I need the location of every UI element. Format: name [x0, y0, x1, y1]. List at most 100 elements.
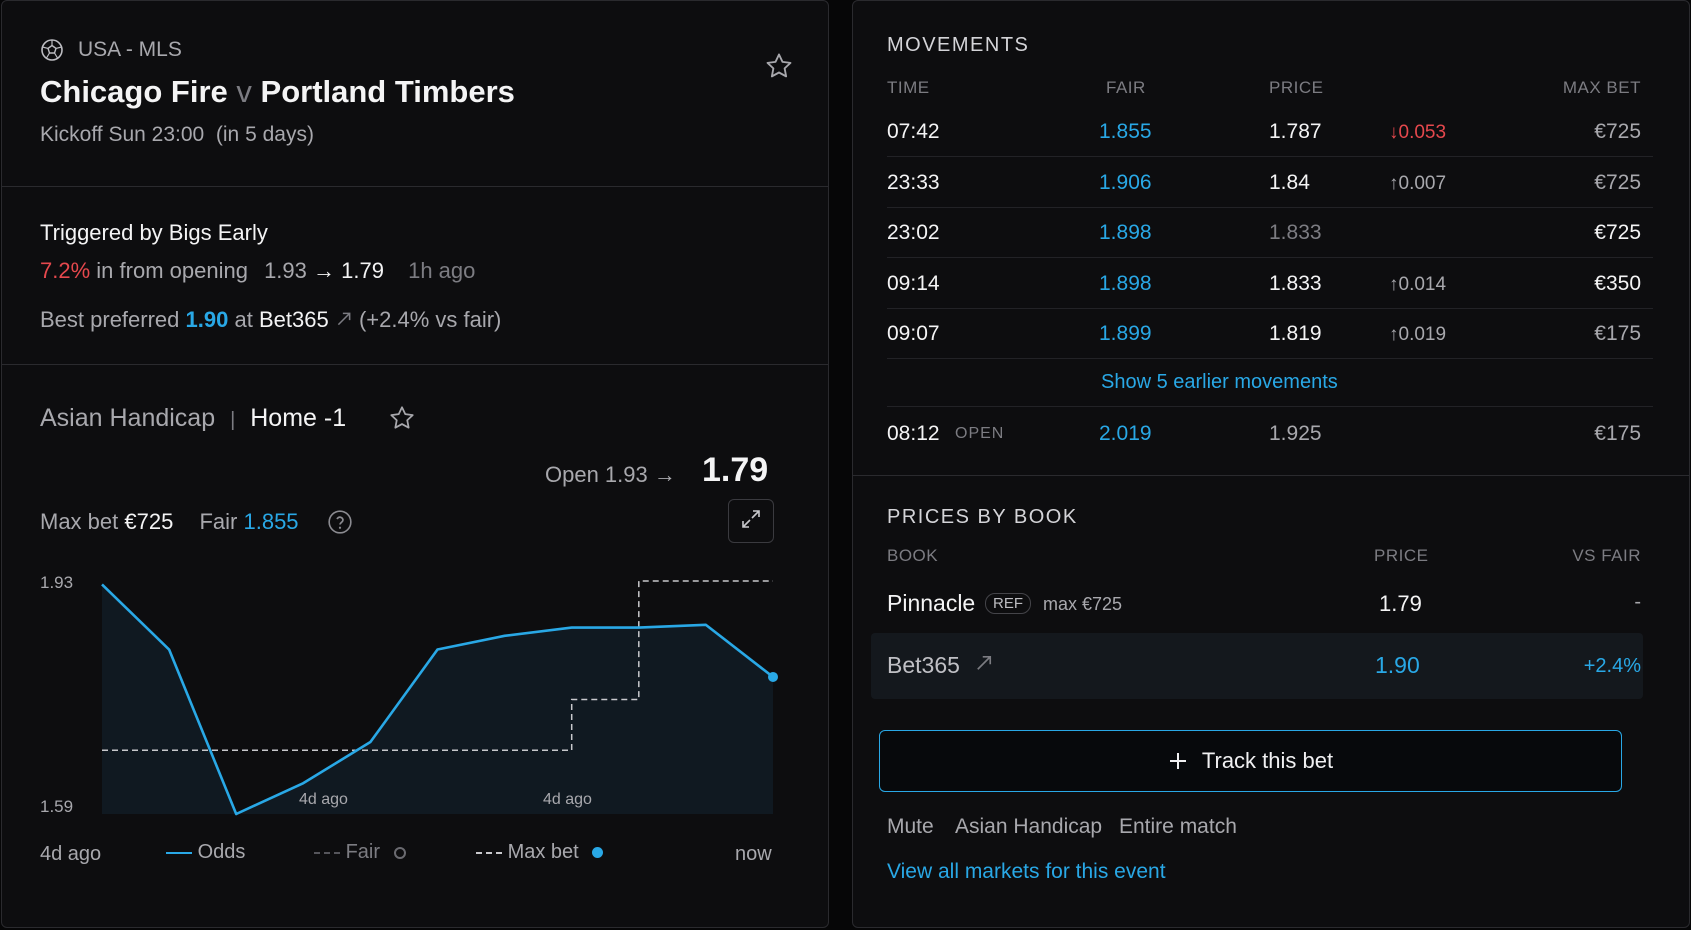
y-tick-label: 1.59 — [40, 797, 74, 816]
fair-value: 1.855 — [243, 509, 299, 534]
mute-label: Mute — [887, 815, 934, 838]
max-fair-line: Max bet €725 Fair 1.855 — [40, 509, 299, 535]
mute-match-button[interactable]: Entire match — [1119, 815, 1237, 838]
market-star-icon[interactable] — [388, 404, 416, 437]
fair-label: Fair — [199, 509, 238, 534]
divider — [2, 186, 828, 187]
book-name[interactable]: Bet365 — [887, 652, 960, 678]
max-bet-line — [102, 580, 773, 752]
trigger-movement: 7.2% in from opening 1.93 → 1.79 1h ago — [40, 258, 475, 284]
row-divider — [887, 156, 1653, 157]
x-tick-label: 4d ago — [543, 791, 592, 808]
col-header-vs-fair: VS FAIR — [1572, 546, 1641, 565]
trigger-title: Triggered by Bigs Early — [40, 220, 268, 245]
col-header-price: PRICE — [1269, 78, 1324, 97]
books-title: PRICES BY BOOK — [887, 506, 1078, 528]
best-book-link[interactable]: Bet365 — [258, 307, 329, 332]
track-bet-label: Track this bet — [1201, 748, 1334, 773]
movement-time: 23:02 — [887, 221, 940, 244]
book-price: 1.79 — [1379, 591, 1422, 616]
open-time: 08:12 — [887, 422, 940, 445]
book-row-bet365[interactable] — [871, 633, 1643, 699]
legend-fair-label: Fair — [345, 841, 381, 863]
league-label: USA - MLS — [78, 38, 182, 61]
movement-time: 09:14 — [887, 271, 940, 295]
ref-badge: REF — [985, 593, 1031, 614]
plus-icon — [1168, 751, 1188, 771]
movement-change: ↑0.019 — [1389, 324, 1447, 345]
movement-price: 1.84 — [1269, 170, 1310, 194]
market-name: Asian Handicap — [40, 404, 216, 432]
best-vs-fair: (+2.4% vs fair) — [358, 307, 502, 332]
open-tag: OPEN — [955, 425, 1005, 442]
external-link-icon[interactable] — [335, 308, 353, 334]
kickoff-text: Kickoff Sun 23:00 (in 5 days) — [40, 123, 314, 146]
best-price: 1.90 — [185, 307, 229, 332]
movement-price: 1.833 — [1269, 221, 1322, 244]
row-divider — [887, 307, 1653, 309]
event-panel: USA - MLS Chicago Fire v Portland Timber… — [1, 0, 829, 928]
row-divider — [887, 206, 1653, 208]
open-max-bet: €175 — [1594, 422, 1641, 445]
expand-chart-button[interactable] — [728, 499, 774, 543]
mute-market-button[interactable]: Asian Handicap — [955, 815, 1103, 838]
divider — [853, 475, 1689, 476]
trigger-pct-text: in from opening — [96, 258, 248, 283]
versus-separator: v — [236, 74, 252, 109]
view-all-markets-link[interactable]: View all markets for this event — [887, 860, 1166, 883]
odds-current-point — [768, 671, 778, 682]
x-tick-label: 4d ago — [299, 791, 348, 808]
soccer-ball-icon — [40, 38, 64, 67]
favorite-star-icon[interactable] — [764, 51, 794, 86]
show-earlier-link[interactable]: Show 5 earlier movements — [1101, 371, 1338, 393]
odds-line — [101, 583, 774, 816]
trigger-percent: 7.2% — [40, 258, 91, 283]
movement-max-bet: €175 — [1594, 322, 1641, 345]
row-divider — [887, 406, 1653, 407]
odds-area — [102, 584, 773, 814]
open-fair: 2.019 — [1099, 422, 1152, 445]
x-end-label: now — [735, 843, 772, 865]
movements-panel: MOVEMENTS TIME FAIR PRICE MAX BET 07:42 1… — [852, 0, 1690, 928]
trigger-open-price: 1.93 — [264, 258, 307, 283]
movement-fair: 1.899 — [1099, 322, 1152, 345]
col-header-book-price: PRICE — [1374, 546, 1429, 565]
legend-max-bet-label: Max bet — [507, 841, 579, 863]
track-bet-button[interactable]: Track this bet — [879, 730, 1622, 792]
y-tick-label: 1.93 — [40, 573, 74, 592]
open-price: 1.925 — [1269, 422, 1322, 445]
away-team: Portland Timbers — [260, 74, 515, 109]
legend-odds: Odds — [166, 841, 245, 864]
movement-price: 1.819 — [1269, 322, 1322, 345]
market-selection: Home -1 — [250, 404, 347, 432]
match-title: Chicago Fire v Portland Timbers — [40, 74, 515, 110]
best-prefix: Best preferred — [40, 307, 180, 332]
col-header-time: TIME — [887, 78, 930, 97]
legend-fair[interactable]: Fair — [314, 841, 406, 864]
trigger-arrow: → — [313, 258, 336, 283]
divider — [2, 364, 828, 365]
movement-max-bet: €725 — [1594, 120, 1641, 143]
legend-max-bet[interactable]: Max bet — [476, 841, 604, 864]
movement-max-bet: €350 — [1594, 271, 1641, 295]
movements-title: MOVEMENTS — [887, 34, 1030, 56]
x-start-label: 4d ago — [40, 843, 102, 865]
current-price-big: 1.79 — [702, 451, 769, 489]
movement-max-bet: €725 — [1594, 170, 1641, 194]
help-icon[interactable] — [327, 509, 353, 540]
movement-change: ↑0.007 — [1389, 172, 1447, 194]
expand-icon — [739, 507, 763, 536]
legend-odds-label: Odds — [197, 841, 246, 863]
movement-max-bet: €725 — [1594, 221, 1641, 244]
market-divider: | — [230, 409, 236, 431]
col-header-book: BOOK — [887, 546, 939, 565]
book-max: max €725 — [1043, 594, 1123, 614]
external-link-icon[interactable] — [974, 653, 994, 678]
row-divider — [887, 257, 1653, 258]
max-bet-value: €725 — [124, 509, 174, 534]
market-heading: Asian Handicap | Home -1 — [40, 404, 346, 433]
movement-time: 07:42 — [887, 120, 940, 143]
book-vs-fair: +2.4% — [1583, 655, 1641, 677]
best-price-line: Best preferred 1.90 at Bet365 (+2.4% vs … — [40, 307, 501, 334]
trigger-time-ago: 1h ago — [408, 258, 476, 283]
